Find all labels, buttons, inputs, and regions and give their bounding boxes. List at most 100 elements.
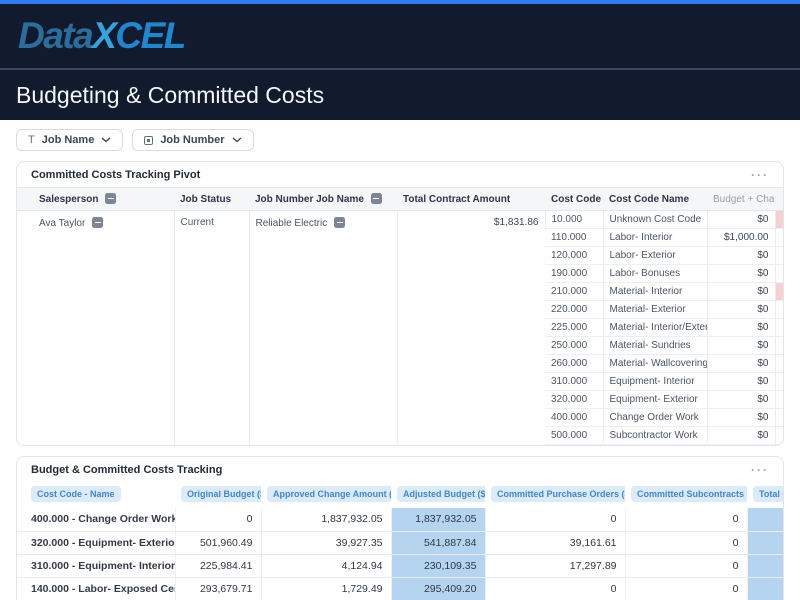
cell-partial [774, 390, 783, 409]
cell-partial [774, 264, 783, 283]
pivot-card-header: Committed Costs Tracking Pivot ··· [17, 162, 783, 187]
cell-cost-code: 310.000 [545, 372, 603, 391]
cell-partial [774, 246, 783, 265]
more-options-icon[interactable]: ··· [751, 168, 769, 182]
cell-adjusted: 230,109.35 [390, 554, 485, 578]
cell-cost-code: 500.000 [545, 426, 603, 445]
cell-po: 0 [484, 508, 625, 532]
pivot-row: 190.000 Labor- Bonuses $0 [17, 264, 783, 283]
budget-card-header: Budget & Committed Costs Tracking ··· [17, 457, 783, 482]
top-accent-bar [0, 0, 800, 4]
col-cost-code[interactable]: Cost Code [545, 187, 603, 211]
col-job-status[interactable]: Job Status [174, 187, 249, 211]
cell-budget-change: $0 [706, 408, 775, 427]
cell-budget-change: $0 [706, 426, 775, 445]
cell-budget-change: $0 [706, 390, 775, 409]
budget-row: 400.000 - Change Order Work 0 1,837,932.… [17, 508, 783, 532]
cell-original: 225,984.41 [174, 554, 261, 578]
col-cost-code-name[interactable]: Cost Code Name [603, 187, 707, 211]
pivot-row: 120.000 Labor- Exterior $0 [17, 246, 783, 265]
filter-job-name-label: Job Name [41, 134, 95, 146]
cell-approved: 39,927.35 [260, 531, 391, 555]
logo-text-cel: CEL [115, 15, 186, 56]
cell-approved: 1,837,932.05 [260, 508, 391, 532]
cell-partial [774, 426, 783, 445]
cell-cost-code-name: Subcontractor Work [602, 426, 707, 445]
collapse-icon[interactable] [334, 217, 346, 228]
col-original-budget: Original Budget ($) [175, 482, 261, 508]
pivot-table: Salesperson Job Status Job Number Job Na… [17, 187, 783, 445]
cell-original: 293,679.71 [174, 577, 261, 600]
cell-original: 501,960.49 [174, 531, 261, 555]
more-options-icon[interactable]: ··· [751, 463, 769, 477]
cell-name: 140.000 - Labor- Exposed Ceiling [17, 577, 175, 600]
col-total-contract-amount[interactable]: Total Contract Amount [397, 187, 545, 211]
pivot-card: Committed Costs Tracking Pivot ··· Sales… [16, 161, 784, 446]
cell-cost-code-name: Equipment- Interior [602, 372, 707, 391]
cell-cost-code-name: Material- Wallcovering [602, 354, 707, 373]
cell-cost-code-name: Material- Sundries [602, 336, 707, 355]
collapse-icon[interactable] [92, 217, 104, 228]
pivot-row: 310.000 Equipment- Interior $0 [17, 372, 783, 391]
cell-budget-change: $0 [706, 318, 775, 337]
cell-cost-code-name: Labor- Interior [602, 228, 707, 247]
cell-budget-change: $0 [706, 372, 775, 391]
col-partial [775, 187, 783, 211]
filter-job-number[interactable]: Job Number [132, 129, 254, 151]
collapse-icon[interactable] [105, 193, 117, 204]
pivot-card-title: Committed Costs Tracking Pivot [31, 169, 201, 181]
cell-cost-code-name: Material- Interior [602, 282, 707, 301]
cell-cost-code-name: Labor- Bonuses [602, 264, 707, 283]
col-committed-po: Committed Purchase Orders ($) [485, 482, 625, 508]
col-committed-subcontracts: Committed Subcontracts ($) [625, 482, 747, 508]
cell-job-status: Current [173, 210, 249, 445]
filter-row: T Job Name Job Number [16, 129, 784, 151]
cell-partial [774, 372, 783, 391]
cell-sub: 0 [624, 554, 747, 578]
chevron-down-icon [232, 137, 241, 143]
cell-adjusted: 1,837,932.05 [390, 508, 485, 532]
cell-partial [774, 318, 783, 337]
cell-budget-change: $0 [706, 300, 775, 319]
pivot-row: 500.000 Subcontractor Work $0 [17, 426, 783, 445]
cell-partial [774, 336, 783, 355]
cell-cost-code: 120.000 [545, 246, 603, 265]
cell-approved: 1,729.49 [260, 577, 391, 600]
collapse-icon[interactable] [370, 193, 382, 204]
cell-total [746, 577, 783, 600]
cell-cost-code-name: Equipment- Exterior [602, 390, 707, 409]
cell-total [746, 554, 783, 578]
cell-cost-code: 260.000 [545, 354, 603, 373]
col-job-number-job-name[interactable]: Job Number Job Name [249, 187, 397, 211]
cell-cost-code: 210.000 [545, 282, 603, 301]
cell-cost-code: 10.000 [544, 210, 603, 229]
cell-name: 320.000 - Equipment- Exterior [17, 531, 175, 555]
app-header: DataXCEL [0, 4, 800, 70]
cell-cost-code: 320.000 [545, 390, 603, 409]
cell-cost-code-name: Material- Exterior [602, 300, 707, 319]
chevron-down-icon [101, 137, 111, 143]
filter-job-name[interactable]: T Job Name [16, 129, 124, 151]
col-cost-code-name: Cost Code - Name [17, 482, 175, 508]
col-budget-change[interactable]: Budget + Cha... [707, 187, 775, 211]
page-title: Budgeting & Committed Costs [16, 81, 325, 108]
cell-adjusted: 541,887.84 [390, 531, 485, 555]
budget-card-title: Budget & Committed Costs Tracking [31, 464, 223, 476]
budget-card: Budget & Committed Costs Tracking ··· Co… [16, 456, 784, 600]
pivot-row: 220.000 Material- Exterior $0 [17, 300, 783, 319]
pivot-row: Ava Taylor Current Reliable Electric $1,… [17, 210, 783, 445]
main-content: T Job Name Job Number Committed Costs Tr… [0, 120, 800, 600]
cell-partial [774, 354, 783, 373]
cell-total [746, 508, 783, 532]
app-logo: DataXCEL [18, 15, 186, 57]
col-salesperson[interactable]: Salesperson [17, 187, 174, 211]
page-title-bar: Budgeting & Committed Costs [0, 70, 800, 120]
cell-partial [774, 408, 783, 427]
cell-budget-change: $0 [706, 336, 775, 355]
text-type-icon: T [28, 134, 35, 146]
cell-budget-change: $0 [706, 210, 775, 229]
cell-sub: 0 [624, 531, 747, 555]
cell-po: 39,161.61 [484, 531, 625, 555]
cell-sub: 0 [624, 508, 747, 532]
